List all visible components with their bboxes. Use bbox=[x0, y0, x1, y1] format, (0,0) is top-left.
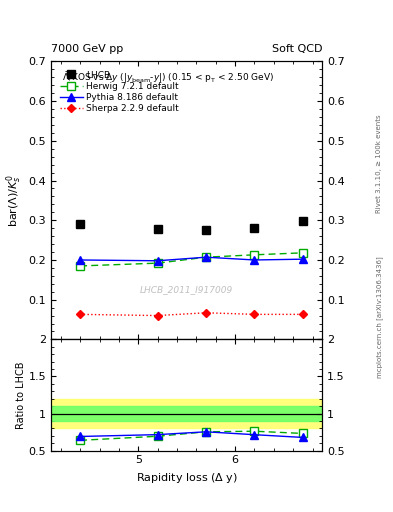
Herwig 7.2.1 default bbox=[155, 260, 160, 266]
Line: Herwig 7.2.1 default: Herwig 7.2.1 default bbox=[76, 249, 307, 270]
Sherpa 2.2.9 default bbox=[301, 311, 305, 317]
Bar bbox=[51, 399, 322, 429]
Pythia 8.186 default bbox=[78, 257, 83, 263]
LHCB bbox=[301, 218, 305, 224]
Pythia 8.186 default bbox=[155, 258, 160, 264]
Text: Soft QCD: Soft QCD bbox=[272, 44, 322, 54]
Text: LHCB_2011_I917009: LHCB_2011_I917009 bbox=[140, 285, 233, 294]
Y-axis label: bar($\Lambda$)/$K_s^0$: bar($\Lambda$)/$K_s^0$ bbox=[5, 174, 24, 227]
LHCB bbox=[204, 227, 208, 233]
Pythia 8.186 default bbox=[204, 254, 208, 260]
Text: Rivet 3.1.10, ≥ 100k events: Rivet 3.1.10, ≥ 100k events bbox=[376, 115, 382, 213]
Text: 7000 GeV pp: 7000 GeV pp bbox=[51, 44, 123, 54]
Text: $\bar{\Lambda}$/KOS vs $\Delta y$ ($|y_{\mathrm{beam}}$-$y|$) (0.15 < p$_{\mathr: $\bar{\Lambda}$/KOS vs $\Delta y$ ($|y_{… bbox=[62, 70, 274, 84]
Text: mcplots.cern.ch [arXiv:1306.3436]: mcplots.cern.ch [arXiv:1306.3436] bbox=[376, 257, 383, 378]
Line: Pythia 8.186 default: Pythia 8.186 default bbox=[76, 253, 307, 265]
Y-axis label: Ratio to LHCB: Ratio to LHCB bbox=[16, 361, 26, 429]
Herwig 7.2.1 default bbox=[252, 252, 257, 258]
Sherpa 2.2.9 default bbox=[78, 311, 83, 317]
Sherpa 2.2.9 default bbox=[252, 311, 257, 317]
Pythia 8.186 default bbox=[252, 257, 257, 263]
LHCB bbox=[155, 226, 160, 232]
Herwig 7.2.1 default bbox=[204, 254, 208, 260]
Bar bbox=[51, 406, 322, 421]
Herwig 7.2.1 default bbox=[301, 250, 305, 256]
LHCB bbox=[252, 225, 257, 231]
Legend: LHCB, Herwig 7.2.1 default, Pythia 8.186 default, Sherpa 2.2.9 default: LHCB, Herwig 7.2.1 default, Pythia 8.186… bbox=[58, 69, 181, 115]
Line: LHCB: LHCB bbox=[76, 217, 307, 234]
Herwig 7.2.1 default bbox=[78, 263, 83, 269]
Pythia 8.186 default bbox=[301, 256, 305, 262]
Sherpa 2.2.9 default bbox=[155, 312, 160, 318]
Line: Sherpa 2.2.9 default: Sherpa 2.2.9 default bbox=[77, 310, 306, 318]
X-axis label: Rapidity loss ($\Delta$ y): Rapidity loss ($\Delta$ y) bbox=[136, 471, 238, 485]
Sherpa 2.2.9 default bbox=[204, 310, 208, 316]
LHCB bbox=[78, 221, 83, 227]
